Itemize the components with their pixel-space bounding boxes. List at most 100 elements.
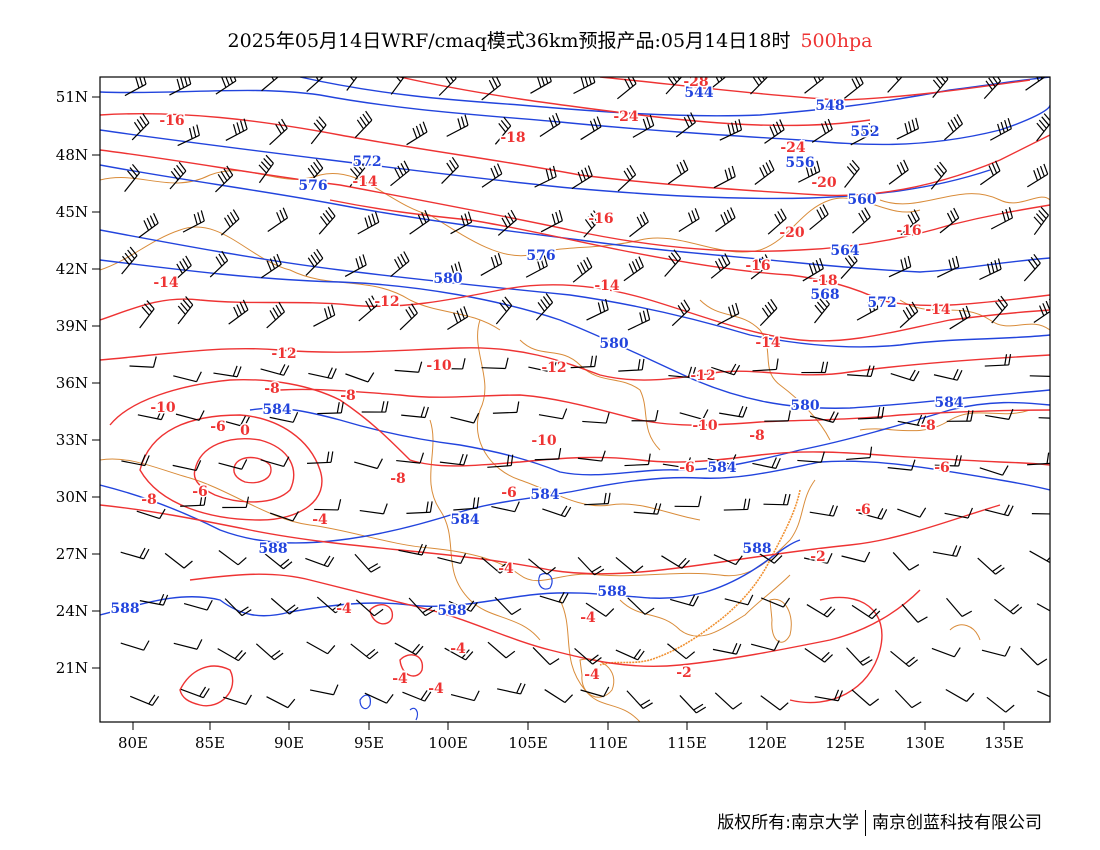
- lat-label: 45N: [56, 203, 88, 221]
- wind-barb: [806, 604, 836, 618]
- wind-barb: [138, 212, 159, 238]
- temperature-contour-labels: -28-24-24-20-20-18-18-16-16-16-16-14-14-…: [140, 74, 953, 699]
- wind-barb: [481, 163, 503, 188]
- wind-barb: [228, 299, 249, 325]
- wind-barb: [1029, 375, 1050, 378]
- wind-barb: [394, 361, 423, 373]
- temperature-contour-label: -14: [153, 275, 179, 291]
- wind-barb: [814, 689, 843, 702]
- wind-barb: [707, 454, 737, 465]
- wind-barb: [306, 158, 324, 187]
- wind-barb: [844, 159, 860, 188]
- temperature-contour-label: -12: [374, 294, 399, 310]
- height-contour-label: 588: [742, 541, 771, 557]
- temperature-contour-label: -4: [392, 671, 408, 687]
- border-lines: [100, 170, 1050, 722]
- wind-barb: [355, 599, 384, 617]
- latitude-axis: 51N 48N 45N 42N 39N 36N 33N 30N 27N 24N 21N: [56, 88, 100, 677]
- wind-barb: [173, 255, 192, 282]
- lon-label: 105E: [508, 734, 548, 752]
- height-contour-label: 584: [262, 402, 291, 418]
- wind-barb: [897, 414, 927, 427]
- title-main: 2025年05月14日WRF/cmaq模式36km预报产品:05月14日18时: [227, 30, 791, 52]
- wind-barb: [662, 457, 692, 469]
- temperature-contour-label: -18: [812, 273, 837, 289]
- wind-barb: [349, 158, 366, 187]
- wind-barb: [896, 117, 920, 140]
- copyright-left: 版权所有:南京大学: [717, 813, 859, 833]
- wind-barb: [846, 446, 873, 461]
- wind-barb: [544, 689, 574, 704]
- wind-barb: [354, 458, 383, 470]
- wind-barb: [534, 165, 557, 188]
- wind-barb: [710, 253, 731, 279]
- wind-barb: [390, 251, 410, 278]
- wind-barb: [851, 689, 880, 706]
- wind-barb: [851, 604, 881, 620]
- wind-barb: [852, 207, 871, 234]
- wind-barb: [314, 499, 342, 511]
- wind-barb: [764, 119, 785, 144]
- temperature-contour-label: -8: [749, 428, 765, 444]
- height-contour-label: 576: [526, 248, 555, 264]
- temperature-contour-label: -18: [500, 130, 525, 146]
- wind-barb: [261, 77, 279, 92]
- wind-barb: [979, 258, 1002, 281]
- wind-barb: [528, 558, 556, 575]
- wind-barb: [1023, 253, 1041, 282]
- wind-barb: [406, 121, 428, 146]
- wind-barb: [169, 161, 187, 190]
- wind-barb: [984, 504, 1014, 517]
- wind-barb: [450, 211, 473, 235]
- height-contour-label: 588: [110, 601, 139, 617]
- wind-barb: [617, 164, 637, 192]
- wind-barb: [354, 553, 381, 573]
- wind-barb: [760, 695, 789, 711]
- wind-barb: [894, 689, 922, 709]
- temperature-contour-label: -28: [683, 74, 708, 90]
- wind-barb: [530, 77, 552, 94]
- lon-label: 115E: [667, 734, 707, 752]
- wind-barb: [1031, 513, 1050, 515]
- lat-label: 33N: [56, 431, 88, 449]
- temperature-contour-label: -8: [340, 388, 356, 404]
- wind-barb: [945, 688, 975, 702]
- wind-barb: [633, 503, 662, 515]
- wind-barb: [173, 639, 203, 650]
- wind-barb: [631, 410, 659, 422]
- wind-barb: [801, 361, 829, 374]
- height-contour-label: 568: [810, 287, 839, 303]
- wind-barb: [448, 600, 478, 612]
- wind-barb: [1020, 647, 1048, 666]
- wind-barb: [890, 650, 919, 668]
- wind-barb: [714, 692, 743, 710]
- wind-barb: [494, 116, 512, 145]
- height-contour-labels: 544 548 552 556 560 564 568 572 572 576 576 580 580 5…: [109, 84, 965, 621]
- wind-barb: [626, 690, 653, 709]
- wind-barb: [888, 159, 909, 185]
- wind-barb: [131, 113, 150, 141]
- wind-barb: [120, 640, 150, 651]
- wind-barb: [260, 364, 290, 376]
- temperature-contour-label: -24: [613, 109, 639, 125]
- wind-barb: [985, 408, 1014, 420]
- wind-barb: [583, 210, 601, 238]
- temperature-contour-label: -16: [159, 113, 184, 129]
- wind-barb: [858, 508, 888, 520]
- wind-barb: [394, 642, 424, 656]
- lon-label: 80E: [118, 734, 148, 752]
- wind-barb: [984, 354, 1012, 367]
- footer-separator: [865, 810, 866, 836]
- wind-barb: [932, 77, 949, 99]
- wind-barb: [399, 303, 418, 331]
- wind-barb: [446, 114, 469, 137]
- temperature-contour-label: -8: [264, 381, 280, 397]
- wind-barb: [269, 511, 299, 522]
- temperature-contour-label: -4: [498, 561, 514, 577]
- wind-barb: [305, 555, 335, 568]
- wind-barb: [899, 301, 919, 329]
- wind-barb: [224, 598, 252, 617]
- wind-barb: [887, 77, 903, 93]
- wind-barb: [763, 493, 791, 506]
- wind-barb: [759, 298, 778, 327]
